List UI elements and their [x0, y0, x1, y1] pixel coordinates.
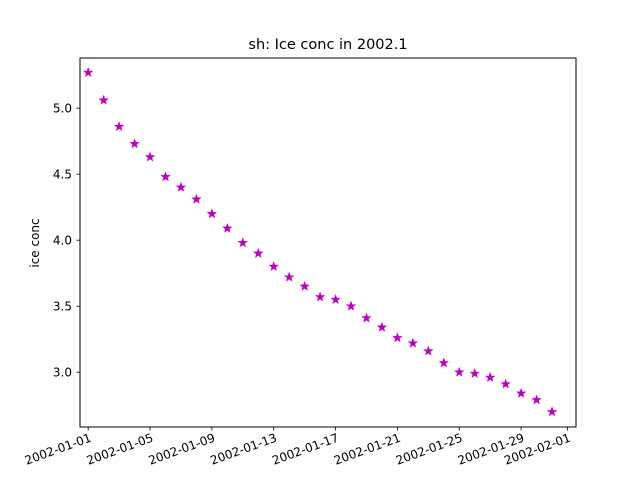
- data-point: [546, 406, 558, 417]
- data-point: [515, 387, 527, 398]
- y-tick-label: 5.0: [53, 101, 72, 115]
- data-point: [392, 332, 403, 343]
- data-point: [206, 208, 218, 219]
- data-point: [454, 366, 465, 377]
- data-point: [237, 237, 249, 248]
- data-point: [98, 94, 109, 105]
- data-point: [423, 345, 434, 356]
- data-point: [469, 368, 480, 378]
- y-tick-label: 3.0: [53, 366, 72, 380]
- data-point: [531, 394, 542, 405]
- data-point: [160, 171, 171, 182]
- data-point: [299, 280, 310, 291]
- chart-title: sh: Ice conc in 2002.1: [248, 37, 407, 53]
- data-point: [144, 151, 156, 162]
- data-point: [113, 121, 125, 132]
- data-point: [175, 181, 187, 192]
- y-tick-label: 4.5: [53, 167, 72, 181]
- data-point: [253, 247, 264, 258]
- data-point: [82, 67, 94, 77]
- data-point: [268, 261, 279, 272]
- data-point: [222, 222, 233, 233]
- y-tick-label: 3.5: [53, 300, 72, 314]
- data-point: [129, 138, 140, 149]
- y-tick-label: 4.0: [53, 233, 72, 247]
- data-point: [361, 312, 372, 323]
- plot-frame: [79, 57, 577, 428]
- data-point: [314, 291, 326, 302]
- data-point: [407, 337, 419, 348]
- data-point: [191, 193, 202, 204]
- y-axis-ticks: 3.0 3.5 4.0 4.5 5.0: [53, 101, 80, 380]
- data-point: [283, 271, 295, 282]
- data-point: [330, 294, 341, 305]
- plot-marks: [82, 67, 558, 417]
- data-point: [376, 321, 388, 332]
- data-point: [484, 372, 496, 382]
- y-axis-label: ice conc: [28, 218, 42, 267]
- data-point: [500, 378, 511, 389]
- data-point: [438, 357, 450, 368]
- data-point: [345, 300, 357, 311]
